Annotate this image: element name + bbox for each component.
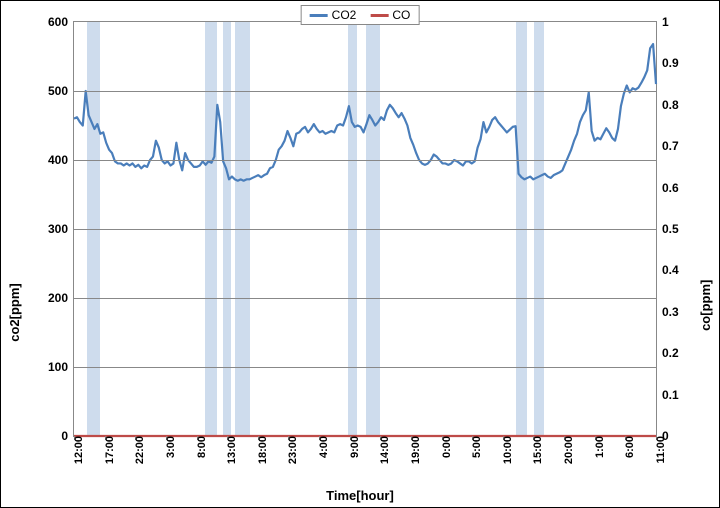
xtick-label: 15:00 xyxy=(529,436,544,464)
y-axis-right-label: co[ppm] xyxy=(698,280,713,331)
xtick-label: 20:00 xyxy=(560,436,575,464)
ytick-left: 300 xyxy=(48,222,74,236)
ytick-right: 0.8 xyxy=(656,98,679,112)
gridline xyxy=(74,160,656,161)
gridline xyxy=(74,229,656,230)
y-axis-left-label: co2[ppm] xyxy=(7,283,22,342)
xtick-label: 0:00 xyxy=(438,436,453,458)
xtick-label: 12:00 xyxy=(70,436,85,464)
legend-label-co2: CO2 xyxy=(332,8,357,22)
legend: CO2 CO xyxy=(301,5,420,25)
ytick-left: 500 xyxy=(48,84,74,98)
xtick-label: 4:00 xyxy=(315,436,330,458)
ytick-right: 0.1 xyxy=(656,388,679,402)
ytick-right: 0.5 xyxy=(656,222,679,236)
xtick-label: 6:00 xyxy=(621,436,636,458)
xtick-label: 11:00 xyxy=(652,436,667,464)
xtick-label: 23:00 xyxy=(284,436,299,464)
chart-container: CO2 CO co2[ppm] co[ppm] Time[hour] 01002… xyxy=(0,0,720,508)
plot-area: 010020030040050060000.10.20.30.40.50.60.… xyxy=(73,21,657,437)
ytick-right: 0.7 xyxy=(656,139,679,153)
legend-item-co2: CO2 xyxy=(310,8,357,22)
ytick-right: 0.9 xyxy=(656,56,679,70)
ytick-left: 200 xyxy=(48,291,74,305)
ytick-left: 400 xyxy=(48,153,74,167)
xtick-label: 5:00 xyxy=(468,436,483,458)
ytick-left: 100 xyxy=(48,360,74,374)
ytick-right: 0.4 xyxy=(656,263,679,277)
xtick-label: 18:00 xyxy=(254,436,269,464)
legend-swatch-co xyxy=(370,14,388,17)
gridline xyxy=(74,91,656,92)
xtick-label: 17:00 xyxy=(101,436,116,464)
gridline xyxy=(74,367,656,368)
xtick-label: 19:00 xyxy=(407,436,422,464)
gridline xyxy=(74,298,656,299)
x-axis-label: Time[hour] xyxy=(326,488,394,503)
ytick-right: 1 xyxy=(656,15,669,29)
xtick-label: 9:00 xyxy=(346,436,361,458)
xtick-label: 14:00 xyxy=(376,436,391,464)
legend-item-co: CO xyxy=(370,8,410,22)
xtick-label: 3:00 xyxy=(162,436,177,458)
ytick-right: 0.2 xyxy=(656,346,679,360)
xtick-label: 8:00 xyxy=(193,436,208,458)
xtick-label: 22:00 xyxy=(131,436,146,464)
xtick-label: 10:00 xyxy=(499,436,514,464)
xtick-label: 13:00 xyxy=(223,436,238,464)
ytick-left: 600 xyxy=(48,15,74,29)
legend-label-co: CO xyxy=(392,8,410,22)
legend-swatch-co2 xyxy=(310,14,328,17)
ytick-right: 0.3 xyxy=(656,305,679,319)
xtick-label: 1:00 xyxy=(591,436,606,458)
ytick-right: 0.6 xyxy=(656,181,679,195)
